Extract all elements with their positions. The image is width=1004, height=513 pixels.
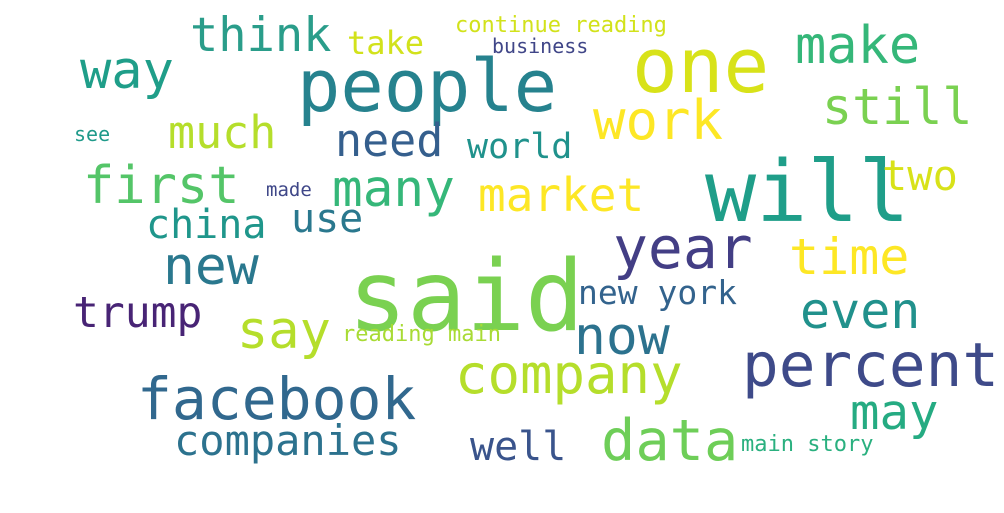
word-new-york: new york xyxy=(578,273,737,312)
word-market: market xyxy=(478,168,645,222)
word-trump: trump xyxy=(73,288,203,338)
word-first: first xyxy=(83,156,240,216)
word-said: said xyxy=(348,240,585,354)
word-even: even xyxy=(800,282,921,340)
word-make: make xyxy=(795,16,921,76)
word-one: one xyxy=(632,21,770,110)
word-world: world xyxy=(467,127,573,167)
word-percent: percent xyxy=(742,330,1000,401)
word-data: data xyxy=(601,408,739,474)
word-still: still xyxy=(822,78,973,136)
word-companies: companies xyxy=(174,416,402,465)
word-say: say xyxy=(237,301,331,361)
word-continue-reading: continue reading xyxy=(455,13,667,38)
word-need: need xyxy=(335,114,444,167)
word-year: year xyxy=(613,214,753,282)
word-use: use xyxy=(291,196,364,242)
word-main-story: main story xyxy=(741,432,874,457)
word-facebook: facebook xyxy=(137,365,417,433)
word-time: time xyxy=(789,228,910,286)
word-well: well xyxy=(470,424,567,470)
word-work: work xyxy=(593,89,724,152)
word-will: will xyxy=(705,143,910,242)
word-much: much xyxy=(168,106,277,159)
word-people: people xyxy=(297,44,558,128)
word-see: see xyxy=(74,122,111,146)
word-may: may xyxy=(850,384,939,441)
word-way: way xyxy=(80,41,174,101)
word-china: china xyxy=(146,202,267,248)
word-company: company xyxy=(455,343,683,406)
word-take: take xyxy=(347,24,425,62)
word-reading-main: reading main xyxy=(342,322,501,347)
word-now: now xyxy=(574,306,670,367)
word-business: business xyxy=(492,34,589,58)
word-new: new xyxy=(163,236,259,297)
word-think: think xyxy=(190,8,332,63)
word-made: made xyxy=(266,179,312,201)
word-many: many xyxy=(332,160,455,219)
word-two: two xyxy=(882,151,958,200)
